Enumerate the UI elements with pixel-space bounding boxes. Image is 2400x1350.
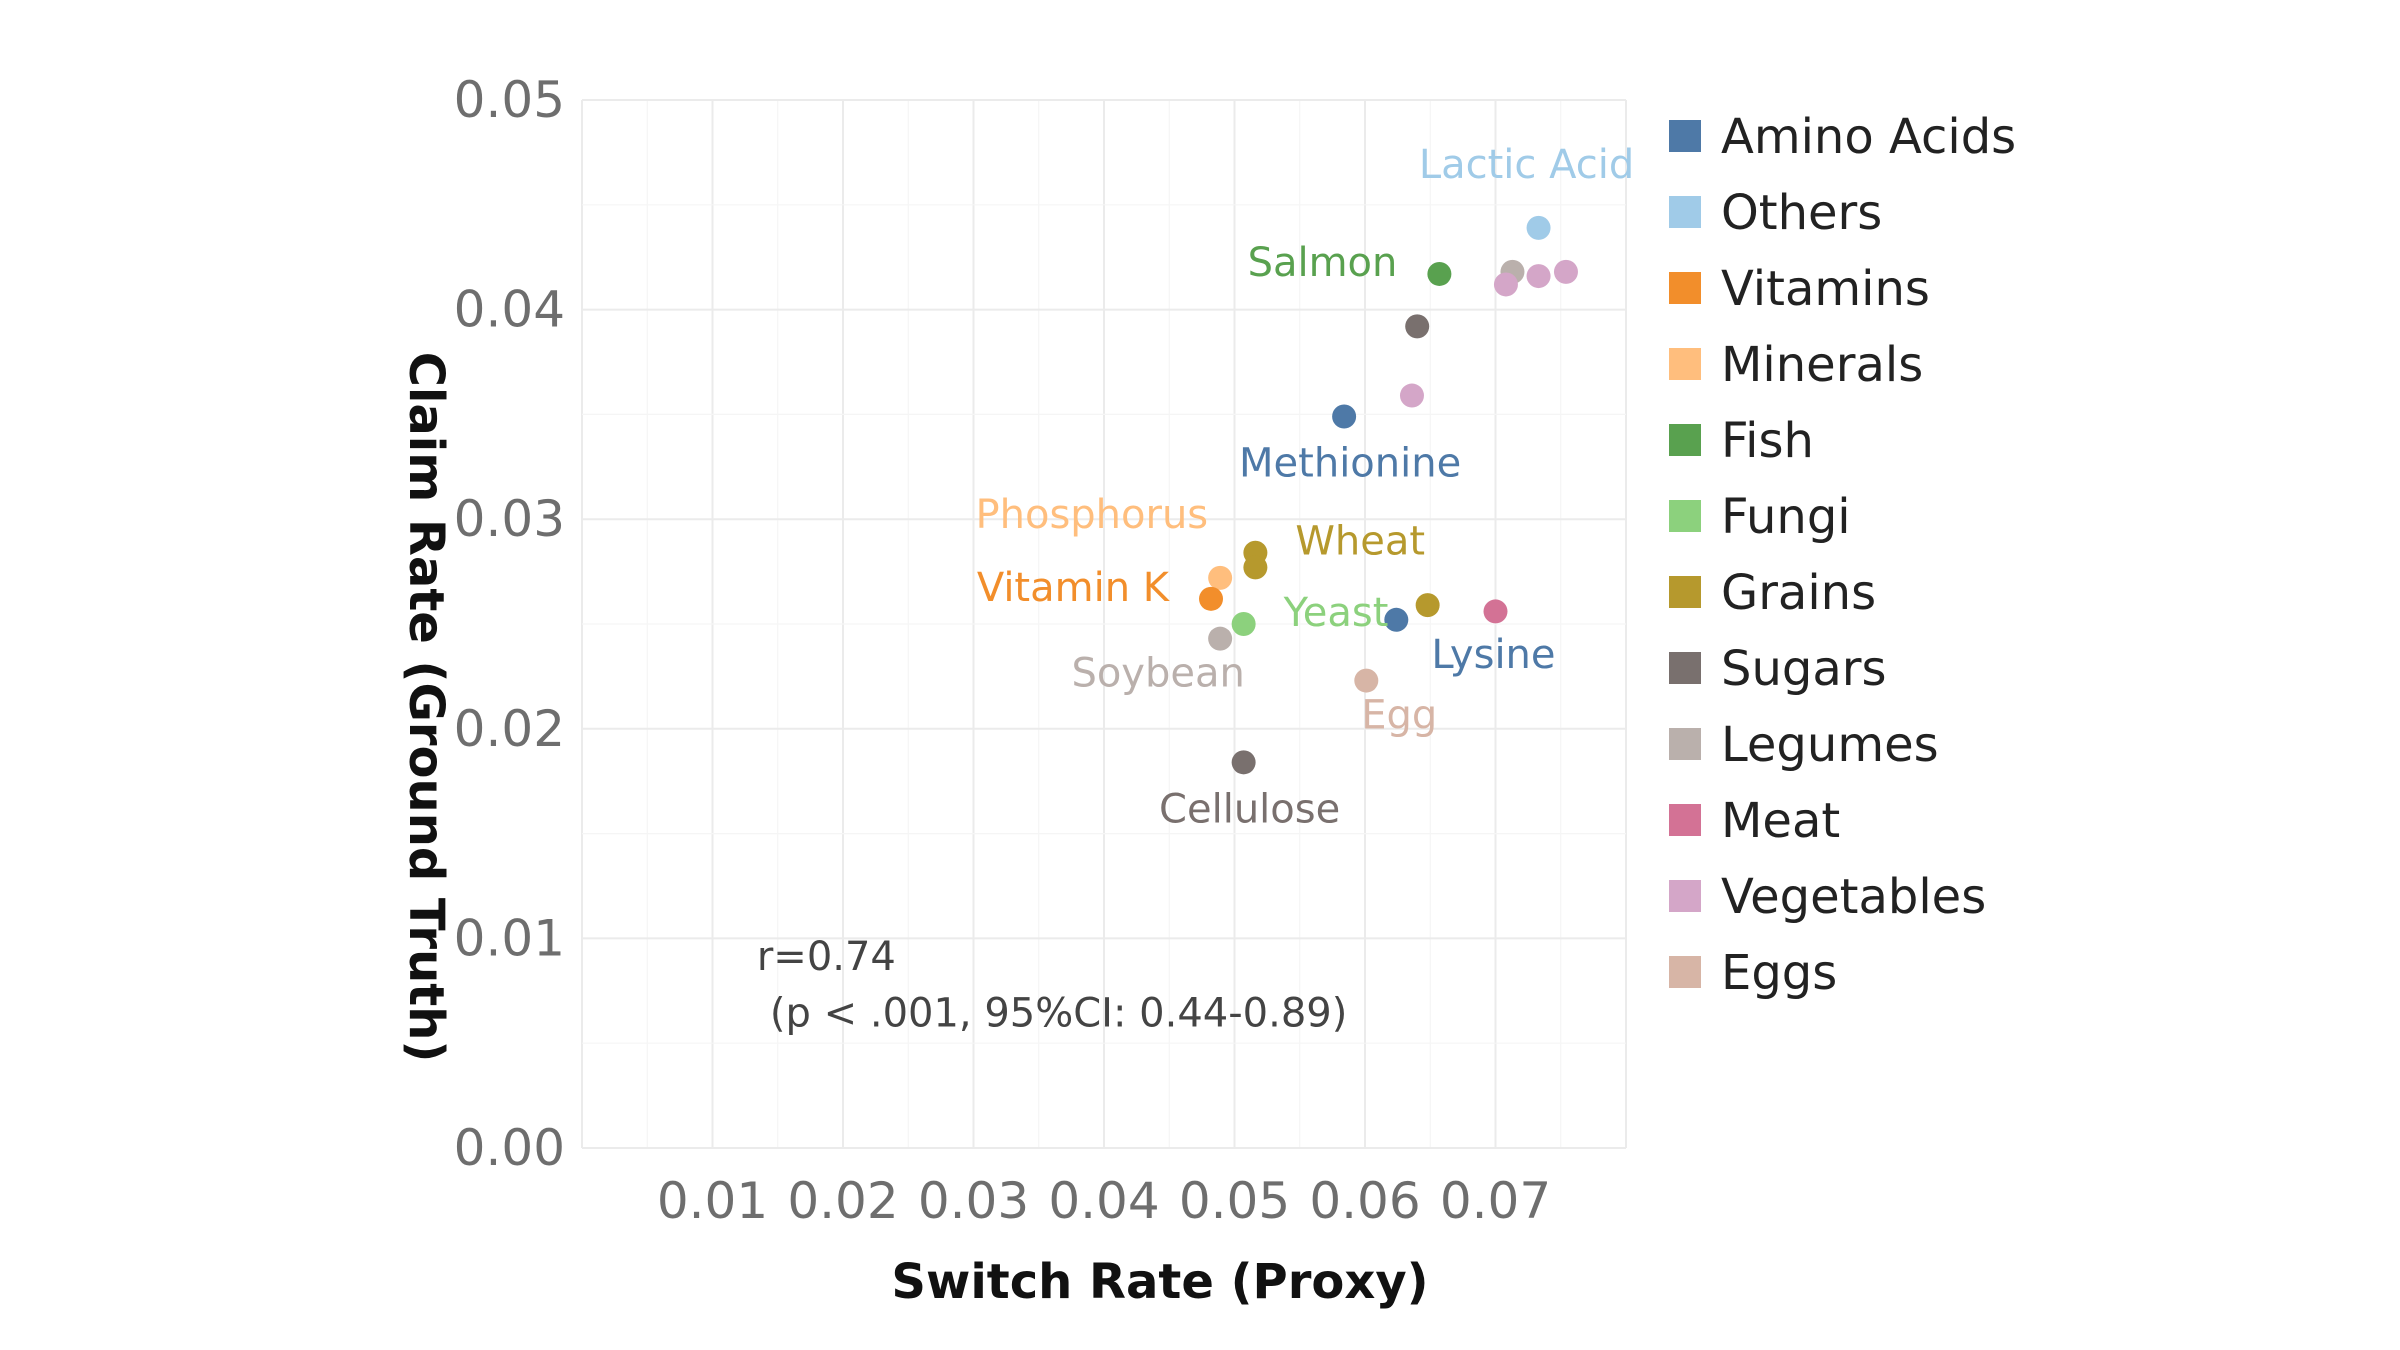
y-axis-title: Claim Rate (Ground Truth)	[398, 352, 454, 1063]
point-label: Lysine	[1431, 632, 1555, 678]
data-point	[1231, 750, 1256, 775]
legend-swatch	[1669, 576, 1701, 608]
legend-label: Grains	[1721, 565, 1876, 621]
point-label: Salmon	[1248, 240, 1398, 286]
y-tick-label: 0.00	[454, 1119, 565, 1177]
x-tick-label: 0.02	[787, 1172, 898, 1230]
legend-swatch	[1669, 348, 1701, 380]
y-tick-label: 0.01	[454, 909, 565, 967]
x-tick-label: 0.05	[1179, 1172, 1290, 1230]
legend-label: Others	[1721, 185, 1882, 241]
legend-label: Vitamins	[1721, 261, 1930, 317]
legend-label: Vegetables	[1721, 869, 1986, 925]
correlation-annotation: r=0.74 (p < .001, 95%CI: 0.44-0.89)	[757, 934, 1347, 1037]
point-label: Wheat	[1295, 519, 1425, 565]
legend-label: Legumes	[1721, 717, 1939, 773]
data-point	[1526, 215, 1551, 240]
legend-label: Meat	[1721, 793, 1840, 849]
legend-swatch	[1669, 652, 1701, 684]
stat-annotation: r=0.74	[757, 934, 896, 980]
legend-swatch	[1669, 728, 1701, 760]
point-label: Soybean	[1071, 651, 1244, 697]
legend-label: Minerals	[1721, 337, 1923, 393]
point-labels: Lactic Acid Salmon Methionine Wheat Phosphor…	[976, 142, 1635, 832]
y-tick-label: 0.04	[454, 281, 565, 339]
x-tick-label: 0.04	[1048, 1172, 1159, 1230]
data-point	[1199, 586, 1224, 611]
data-point	[1243, 555, 1268, 580]
legend-swatch	[1669, 120, 1701, 152]
y-tick-labels: 0.00 0.01 0.02 0.03 0.04 0.05	[454, 71, 565, 1177]
data-points	[1199, 215, 1578, 775]
legend-swatch	[1669, 956, 1701, 988]
legend-swatch	[1669, 804, 1701, 836]
y-tick-label: 0.03	[454, 490, 565, 548]
data-point	[1231, 612, 1256, 636]
legend: Amino Acids Others Vitamins Minerals Fish Fun…	[1669, 109, 2016, 1001]
data-point	[1405, 314, 1430, 339]
legend-label: Amino Acids	[1721, 109, 2016, 165]
stat-annotation: (p < .001, 95%CI: 0.44-0.89)	[770, 990, 1347, 1036]
point-label: Cellulose	[1159, 786, 1340, 832]
point-label: Egg	[1361, 693, 1437, 739]
legend-label: Sugars	[1721, 641, 1887, 697]
data-point	[1332, 404, 1357, 429]
legend-swatch	[1669, 500, 1701, 532]
legend-swatch	[1669, 272, 1701, 304]
y-tick-label: 0.05	[454, 71, 565, 129]
legend-label: Eggs	[1721, 945, 1837, 1001]
point-label: Yeast	[1283, 590, 1389, 636]
x-tick-label: 0.07	[1440, 1172, 1551, 1230]
point-label: Vitamin K	[977, 565, 1171, 611]
data-point	[1526, 264, 1551, 289]
data-point	[1384, 607, 1409, 632]
legend-label: Fish	[1721, 413, 1814, 469]
point-label: Phosphorus	[976, 492, 1209, 538]
data-point	[1208, 565, 1233, 590]
y-tick-label: 0.02	[454, 700, 565, 758]
data-point	[1427, 261, 1452, 286]
data-point	[1208, 626, 1233, 651]
x-tick-label: 0.06	[1309, 1172, 1420, 1230]
data-point	[1483, 599, 1508, 624]
data-point	[1553, 259, 1578, 284]
data-point	[1399, 383, 1424, 408]
legend-swatch	[1669, 196, 1701, 228]
x-tick-label: 0.03	[918, 1172, 1029, 1230]
grid-lines	[581, 99, 1627, 1149]
point-label: Methionine	[1239, 440, 1461, 486]
data-point	[1493, 272, 1518, 297]
point-label: Lactic Acid	[1419, 142, 1634, 188]
data-point	[1354, 668, 1379, 693]
legend-swatch	[1669, 424, 1701, 456]
x-tick-label: 0.01	[657, 1172, 768, 1230]
legend-swatch	[1669, 880, 1701, 912]
data-point	[1415, 593, 1440, 618]
x-tick-labels: 0.01 0.02 0.03 0.04 0.05 0.06 0.07	[657, 1172, 1551, 1230]
x-axis-title: Switch Rate (Proxy)	[891, 1254, 1428, 1310]
legend-label: Fungi	[1721, 489, 1851, 545]
